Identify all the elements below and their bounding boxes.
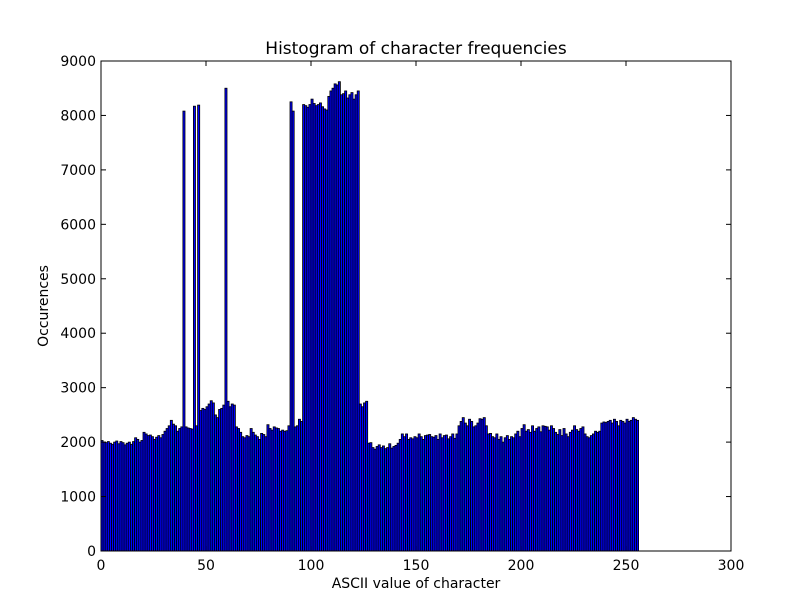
y-tick-label: 0 <box>87 544 96 560</box>
y-tick-label: 4000 <box>60 326 96 342</box>
y-tick-label: 1000 <box>60 490 96 506</box>
y-tick-label: 3000 <box>60 381 96 397</box>
y-tick-label: 7000 <box>60 163 96 179</box>
y-tick-label: 5000 <box>60 272 96 288</box>
x-tick-label: 50 <box>197 558 215 574</box>
y-tick-label: 2000 <box>60 435 96 451</box>
x-tick-label: 100 <box>298 558 325 574</box>
y-tick-label: 8000 <box>60 108 96 124</box>
y-tick-label: 9000 <box>60 54 96 70</box>
x-tick-label: 150 <box>403 558 430 574</box>
x-tick-label: 250 <box>613 558 640 574</box>
y-tick-label: 6000 <box>60 217 96 233</box>
x-tick-label: 0 <box>97 558 106 574</box>
chart-title: Histogram of character frequencies <box>265 39 567 59</box>
x-tick-label: 300 <box>718 558 745 574</box>
x-tick-label: 200 <box>508 558 535 574</box>
y-axis-label: Occurences <box>36 265 52 347</box>
x-axis-label: ASCII value of character <box>332 576 501 592</box>
bar <box>636 419 639 552</box>
